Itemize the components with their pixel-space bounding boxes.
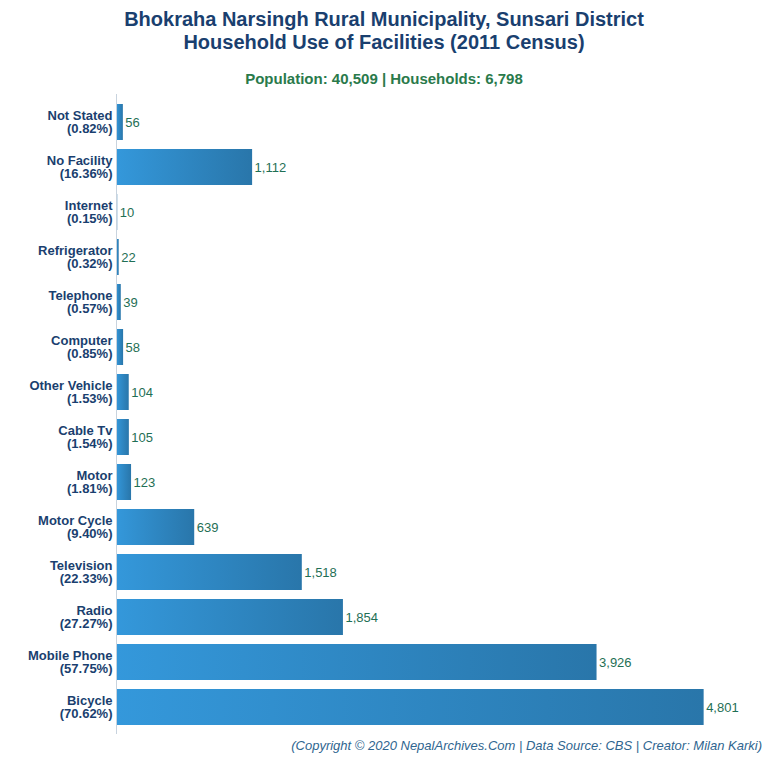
svg-text:Computer(0.85%): Computer(0.85%) [51,333,112,361]
svg-text:Cable Tv(1.54%): Cable Tv(1.54%) [58,423,113,451]
svg-text:56: 56 [125,115,139,130]
svg-text:3,926: 3,926 [599,655,632,670]
svg-text:4,801: 4,801 [706,700,739,715]
svg-text:Motor(1.81%): Motor(1.81%) [67,468,113,496]
html-text:(Copyright © 2020 NepalArchive: (Copyright © 2020 NepalArchives.Com | Da… [291,738,762,753]
svg-text:Radio(27.27%): Radio(27.27%) [60,603,113,631]
svg-text:123: 123 [134,475,156,490]
svg-text:105: 105 [131,430,153,445]
svg-text:39: 39 [123,295,137,310]
svg-text:1,854: 1,854 [345,610,378,625]
svg-text:Motor Cycle(9.40%): Motor Cycle(9.40%) [38,513,112,541]
svg-text:Not Stated(0.82%): Not Stated(0.82%) [48,108,113,136]
svg-text:58: 58 [126,340,140,355]
svg-text:1,518: 1,518 [304,565,337,580]
svg-text:Other Vehicle(1.53%): Other Vehicle(1.53%) [29,378,112,406]
svg-text:Mobile Phone(57.75%): Mobile Phone(57.75%) [28,648,113,676]
svg-text:Internet(0.15%): Internet(0.15%) [65,198,113,226]
html-text:Bhokraha Narsingh Rural Munici: Bhokraha Narsingh Rural Municipality, Su… [124,8,644,53]
svg-text:Bicycle(70.62%): Bicycle(70.62%) [60,693,113,721]
svg-text:Television(22.33%): Television(22.33%) [50,558,113,586]
svg-text:104: 104 [131,385,153,400]
svg-text:No Facility(16.36%): No Facility(16.36%) [47,153,114,181]
svg-text:10: 10 [120,205,134,220]
svg-text:639: 639 [197,520,219,535]
svg-text:Telephone(0.57%): Telephone(0.57%) [48,288,112,316]
svg-text:Refrigerator(0.32%): Refrigerator(0.32%) [38,243,112,271]
html-text:Population: 40,509 | Household: Population: 40,509 | Households: 6,798 [245,70,523,87]
svg-text:1,112: 1,112 [255,160,287,175]
svg-text:22: 22 [121,250,135,265]
